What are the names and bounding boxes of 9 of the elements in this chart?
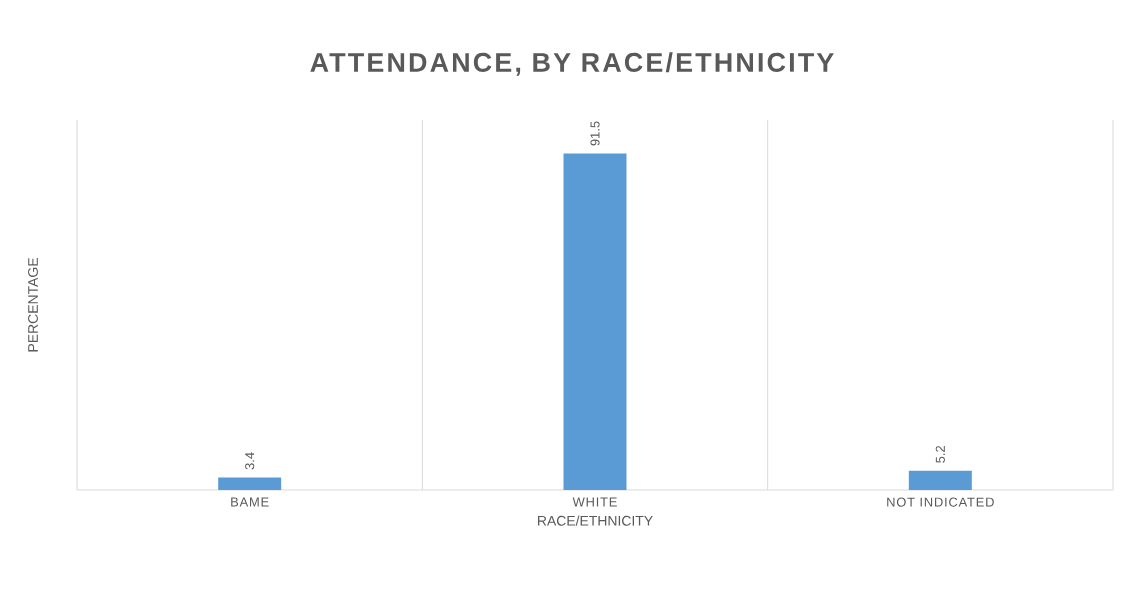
x-tick-label: WHITE — [572, 497, 617, 507]
y-axis-title: PERCENTAGE — [28, 258, 38, 352]
x-axis-title: RACE/ETHNICITY — [538, 515, 653, 526]
x-tick-label: BAME — [231, 497, 269, 507]
chart-title: ATTENDANCE, BY RACE/ETHNICITY — [310, 52, 834, 76]
x-tick-label: NOT INDICATED — [887, 497, 994, 507]
data-label: 91.5 — [590, 121, 600, 146]
data-label: 3.4 — [245, 452, 255, 470]
data-label: 5.2 — [935, 446, 945, 463]
